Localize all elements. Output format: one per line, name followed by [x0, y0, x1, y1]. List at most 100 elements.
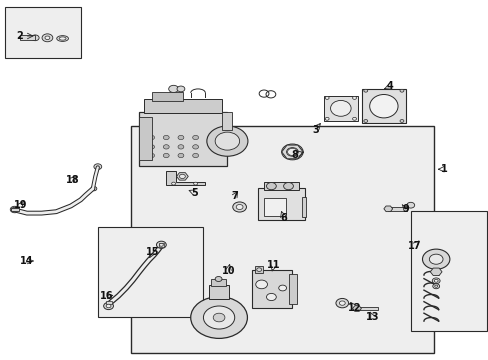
- Circle shape: [178, 153, 183, 158]
- Text: 11: 11: [266, 260, 280, 270]
- Bar: [264, 182, 299, 190]
- Circle shape: [192, 135, 198, 140]
- Circle shape: [286, 148, 298, 156]
- Bar: [356, 307, 377, 310]
- Text: 6: 6: [280, 213, 286, 223]
- Circle shape: [163, 135, 169, 140]
- Circle shape: [406, 202, 414, 208]
- Circle shape: [281, 144, 303, 160]
- Text: 10: 10: [221, 266, 235, 276]
- Text: 9: 9: [402, 204, 408, 214]
- Bar: [11, 208, 19, 211]
- Circle shape: [283, 183, 293, 190]
- Polygon shape: [352, 306, 361, 311]
- Circle shape: [335, 298, 348, 308]
- Circle shape: [148, 135, 154, 140]
- Circle shape: [163, 145, 169, 149]
- Polygon shape: [429, 268, 441, 275]
- Circle shape: [399, 120, 403, 122]
- Text: 12: 12: [347, 303, 361, 313]
- Circle shape: [232, 202, 246, 212]
- Circle shape: [325, 96, 328, 99]
- Bar: [302, 197, 305, 217]
- Circle shape: [177, 86, 184, 92]
- Circle shape: [168, 85, 178, 93]
- Text: 16: 16: [100, 291, 113, 301]
- Circle shape: [10, 206, 19, 213]
- Circle shape: [434, 285, 437, 287]
- Text: 4: 4: [386, 81, 393, 91]
- Text: 2: 2: [16, 31, 23, 41]
- Text: 8: 8: [291, 150, 298, 160]
- Text: 17: 17: [407, 240, 421, 251]
- Bar: [251, 270, 291, 308]
- Polygon shape: [166, 171, 205, 185]
- Circle shape: [325, 117, 328, 120]
- Circle shape: [266, 183, 276, 190]
- Bar: [222, 112, 232, 130]
- Circle shape: [178, 145, 183, 149]
- Bar: [144, 99, 222, 113]
- Text: 3: 3: [311, 125, 318, 135]
- Circle shape: [422, 249, 449, 269]
- Circle shape: [352, 96, 356, 99]
- Ellipse shape: [330, 100, 350, 116]
- Text: 18: 18: [65, 175, 79, 185]
- Bar: [258, 188, 304, 220]
- Polygon shape: [281, 145, 303, 159]
- Circle shape: [428, 254, 442, 264]
- Bar: [323, 96, 357, 121]
- Circle shape: [179, 174, 185, 179]
- Circle shape: [156, 241, 166, 248]
- Text: 5: 5: [191, 188, 198, 198]
- Bar: [410, 211, 486, 331]
- Circle shape: [203, 306, 234, 329]
- Circle shape: [278, 285, 286, 291]
- Bar: [5, 7, 81, 58]
- Bar: [139, 112, 227, 166]
- Polygon shape: [176, 173, 188, 180]
- Circle shape: [215, 276, 222, 282]
- Bar: [209, 285, 228, 299]
- Circle shape: [159, 243, 163, 246]
- Circle shape: [433, 279, 437, 282]
- Circle shape: [266, 293, 276, 301]
- Circle shape: [352, 117, 356, 120]
- Circle shape: [94, 164, 102, 170]
- Circle shape: [431, 278, 439, 284]
- Circle shape: [163, 153, 169, 158]
- Circle shape: [363, 120, 367, 122]
- Bar: [289, 274, 296, 304]
- Circle shape: [287, 148, 297, 156]
- Text: 19: 19: [14, 200, 27, 210]
- Ellipse shape: [59, 37, 66, 40]
- Bar: [105, 301, 112, 304]
- Text: 14: 14: [20, 256, 34, 266]
- Ellipse shape: [369, 94, 397, 118]
- Circle shape: [339, 301, 345, 305]
- Circle shape: [363, 89, 367, 92]
- Bar: [98, 227, 203, 317]
- Bar: [139, 117, 151, 160]
- Bar: [361, 89, 405, 123]
- Bar: [159, 243, 163, 247]
- Circle shape: [399, 89, 403, 92]
- Circle shape: [91, 186, 97, 191]
- Circle shape: [106, 304, 111, 308]
- Circle shape: [256, 268, 261, 271]
- Circle shape: [193, 182, 197, 185]
- Bar: [264, 198, 285, 216]
- Text: 13: 13: [365, 312, 379, 322]
- Circle shape: [236, 204, 243, 210]
- Bar: [20, 35, 35, 40]
- Ellipse shape: [57, 36, 68, 41]
- Bar: [211, 279, 225, 286]
- Polygon shape: [383, 206, 392, 212]
- Circle shape: [45, 36, 50, 40]
- Circle shape: [192, 153, 198, 158]
- Bar: [131, 126, 433, 353]
- Circle shape: [255, 280, 267, 289]
- Circle shape: [42, 34, 53, 42]
- Circle shape: [215, 132, 239, 150]
- Circle shape: [148, 153, 154, 158]
